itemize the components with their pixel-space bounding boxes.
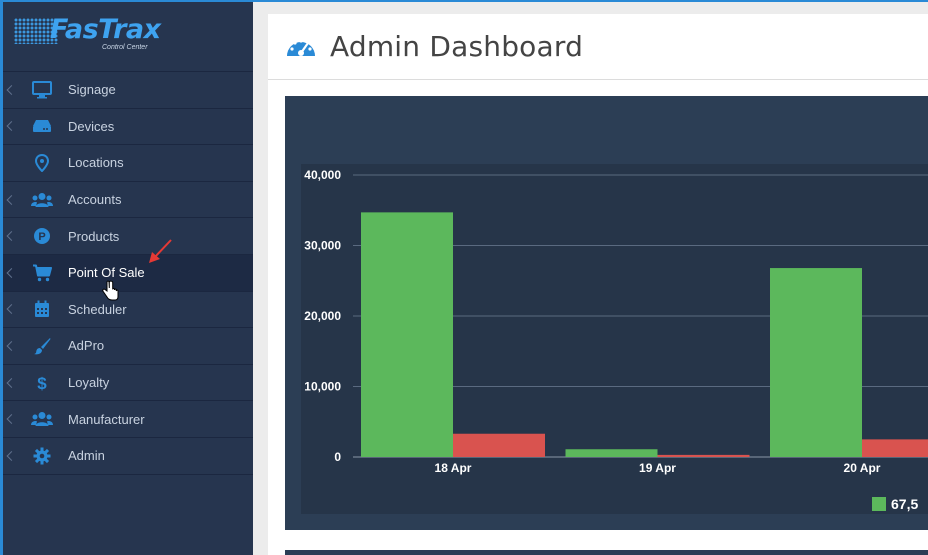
sidebar-item-signage[interactable]: Signage	[0, 72, 253, 109]
chart-bar	[770, 268, 862, 457]
sidebar-item-label: Scheduler	[68, 301, 127, 317]
sidebar-item-label: Signage	[68, 82, 116, 98]
sidebar-item-label: Products	[68, 228, 120, 244]
chevron-left-icon[interactable]	[6, 84, 17, 95]
y-tick-label: 0	[334, 450, 341, 464]
sidebar-item-adpro[interactable]: AdPro	[0, 328, 253, 365]
sidebar-item-products[interactable]: P Products	[0, 218, 253, 255]
chevron-left-icon[interactable]	[6, 231, 17, 242]
app-logo[interactable]: FasTrax Control Center	[0, 0, 253, 72]
chevron-left-icon[interactable]	[6, 414, 17, 425]
legend-swatch	[872, 497, 886, 511]
sidebar-item-admin[interactable]: Admin	[0, 438, 253, 475]
x-tick-label: 19 Apr	[639, 461, 676, 475]
sidebar-item-manufacturer[interactable]: Manufacturer	[0, 401, 253, 438]
sidebar-item-devices[interactable]: Devices	[0, 109, 253, 146]
gear-icon	[31, 446, 53, 466]
svg-text:$: $	[37, 374, 47, 392]
annotation-arrow-icon	[149, 239, 172, 263]
hand-cursor-icon	[102, 280, 119, 301]
chevron-left-icon[interactable]	[6, 304, 17, 315]
y-tick-label: 40,000	[304, 168, 341, 182]
chevron-left-icon[interactable]	[6, 377, 17, 388]
dollar-icon: $	[31, 373, 53, 393]
logo-dots-icon	[14, 18, 58, 44]
dashboard-gauge-icon	[284, 32, 318, 67]
chart-panel: 0 10,000 20,000 30,000 40,000 18 Apr 19 Apr 20 …	[285, 96, 928, 530]
main-content: Admin Dashboard 0 10,000 20,000 30,000 40,00…	[268, 14, 928, 555]
monitor-icon	[31, 80, 53, 100]
sidebar-item-point-of-sale[interactable]: Point Of Sale	[0, 254, 253, 292]
page-title: Admin Dashboard	[330, 30, 584, 63]
sidebar-item-label: Locations	[68, 155, 124, 171]
chevron-left-icon[interactable]	[6, 267, 17, 278]
map-pin-icon	[31, 153, 53, 173]
sidebar-item-label: Loyalty	[68, 375, 110, 391]
y-tick-label: 10,000	[304, 380, 341, 394]
sidebar-item-label: Accounts	[68, 192, 122, 208]
sidebar-item-label: Admin	[68, 448, 105, 464]
parking-p-icon: P	[31, 226, 53, 246]
chevron-left-icon[interactable]	[6, 341, 17, 351]
sidebar-item-accounts[interactable]: Accounts	[0, 182, 253, 219]
sidebar-item-scheduler[interactable]: Scheduler	[0, 292, 253, 329]
x-tick-label: 18 Apr	[435, 461, 472, 475]
chevron-left-icon[interactable]	[6, 450, 17, 461]
chart-bar	[657, 454, 750, 457]
sidebar-item-loyalty[interactable]: $ Loyalty	[0, 365, 253, 402]
sidebar-item-label: Manufacturer	[68, 411, 145, 427]
sidebar-item-label: AdPro	[68, 338, 105, 354]
chart-bar	[361, 212, 453, 457]
chart-bar	[453, 433, 545, 457]
sidebar-item-locations[interactable]: Locations	[0, 145, 253, 182]
chart-bar	[862, 439, 928, 457]
shopping-cart-icon	[31, 263, 53, 283]
y-tick-label: 30,000	[304, 239, 341, 253]
chart-bar	[565, 449, 658, 457]
sidebar-item-label: Point Of Sale	[68, 265, 145, 281]
sidebar: FasTrax Control Center Signage Devices Loc…	[0, 0, 253, 555]
bar-chart: 0 10,000 20,000 30,000 40,000 18 Apr 19 Apr 20 …	[301, 164, 928, 514]
sidebar-nav: Signage Devices Locations Accounts P Products…	[0, 72, 253, 475]
chevron-left-icon[interactable]	[6, 194, 17, 205]
y-tick-label: 20,000	[304, 309, 341, 323]
chevron-left-icon[interactable]	[6, 121, 17, 132]
users-icon	[31, 190, 53, 210]
page-header: Admin Dashboard	[268, 14, 928, 80]
logo-subtext: Control Center	[102, 44, 148, 51]
server-icon	[31, 116, 53, 136]
x-tick-label: 20 Apr	[844, 461, 881, 475]
second-panel	[285, 550, 928, 555]
logo-text: FasTrax	[50, 14, 161, 45]
legend-label: 67,5	[891, 496, 918, 512]
svg-text:P: P	[38, 231, 45, 243]
calendar-icon	[31, 299, 53, 319]
users-icon	[31, 409, 53, 429]
paintbrush-icon	[31, 336, 53, 356]
sidebar-item-label: Devices	[68, 118, 115, 134]
